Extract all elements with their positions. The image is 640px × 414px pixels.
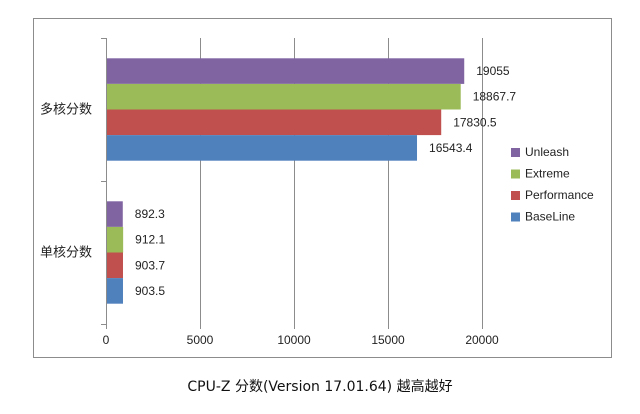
bar <box>107 58 465 84</box>
legend-label: Unleash <box>525 145 569 159</box>
legend-swatch <box>511 169 520 179</box>
data-label: 18867.7 <box>473 90 517 104</box>
axes: 0 5000 10000 15000 20000 <box>101 38 499 347</box>
data-label: 892.3 <box>135 207 165 221</box>
bar <box>107 226 124 253</box>
bar <box>107 278 123 304</box>
data-label: 912.1 <box>135 233 165 247</box>
x-tick-label: 0 <box>103 333 110 347</box>
legend-swatch <box>511 212 520 222</box>
bar <box>107 83 461 110</box>
chart-title: CPU-Z 分数(Version 17.01.64) 越高越好 <box>187 379 453 395</box>
legend: Unleash Extreme Performance BaseLine <box>511 145 594 224</box>
category-label: 多核分数 <box>40 102 92 118</box>
category-label: 单核分数 <box>40 246 92 261</box>
labels: 19055 18867.7 17830.5 16543.4 多核分数 892.3 912.1… <box>40 64 516 298</box>
x-tick-label: 20000 <box>465 333 499 347</box>
data-label: 16543.4 <box>429 141 473 155</box>
legend-label: BaseLine <box>525 210 575 224</box>
data-label: 19055 <box>476 64 510 78</box>
bars <box>107 58 465 304</box>
legend-swatch <box>511 191 520 200</box>
x-tick-label: 5000 <box>187 333 214 347</box>
data-label: 17830.5 <box>453 115 497 129</box>
bar <box>107 109 442 136</box>
x-tick-label: 15000 <box>371 333 405 347</box>
data-label: 903.5 <box>135 284 165 298</box>
bar <box>107 135 418 161</box>
legend-swatch <box>511 148 520 157</box>
legend-label: Performance <box>525 188 594 202</box>
data-label: 903.7 <box>135 258 165 272</box>
bar <box>107 201 123 227</box>
bar <box>107 252 123 279</box>
x-tick-label: 10000 <box>277 333 311 347</box>
legend-label: Extreme <box>525 167 570 181</box>
